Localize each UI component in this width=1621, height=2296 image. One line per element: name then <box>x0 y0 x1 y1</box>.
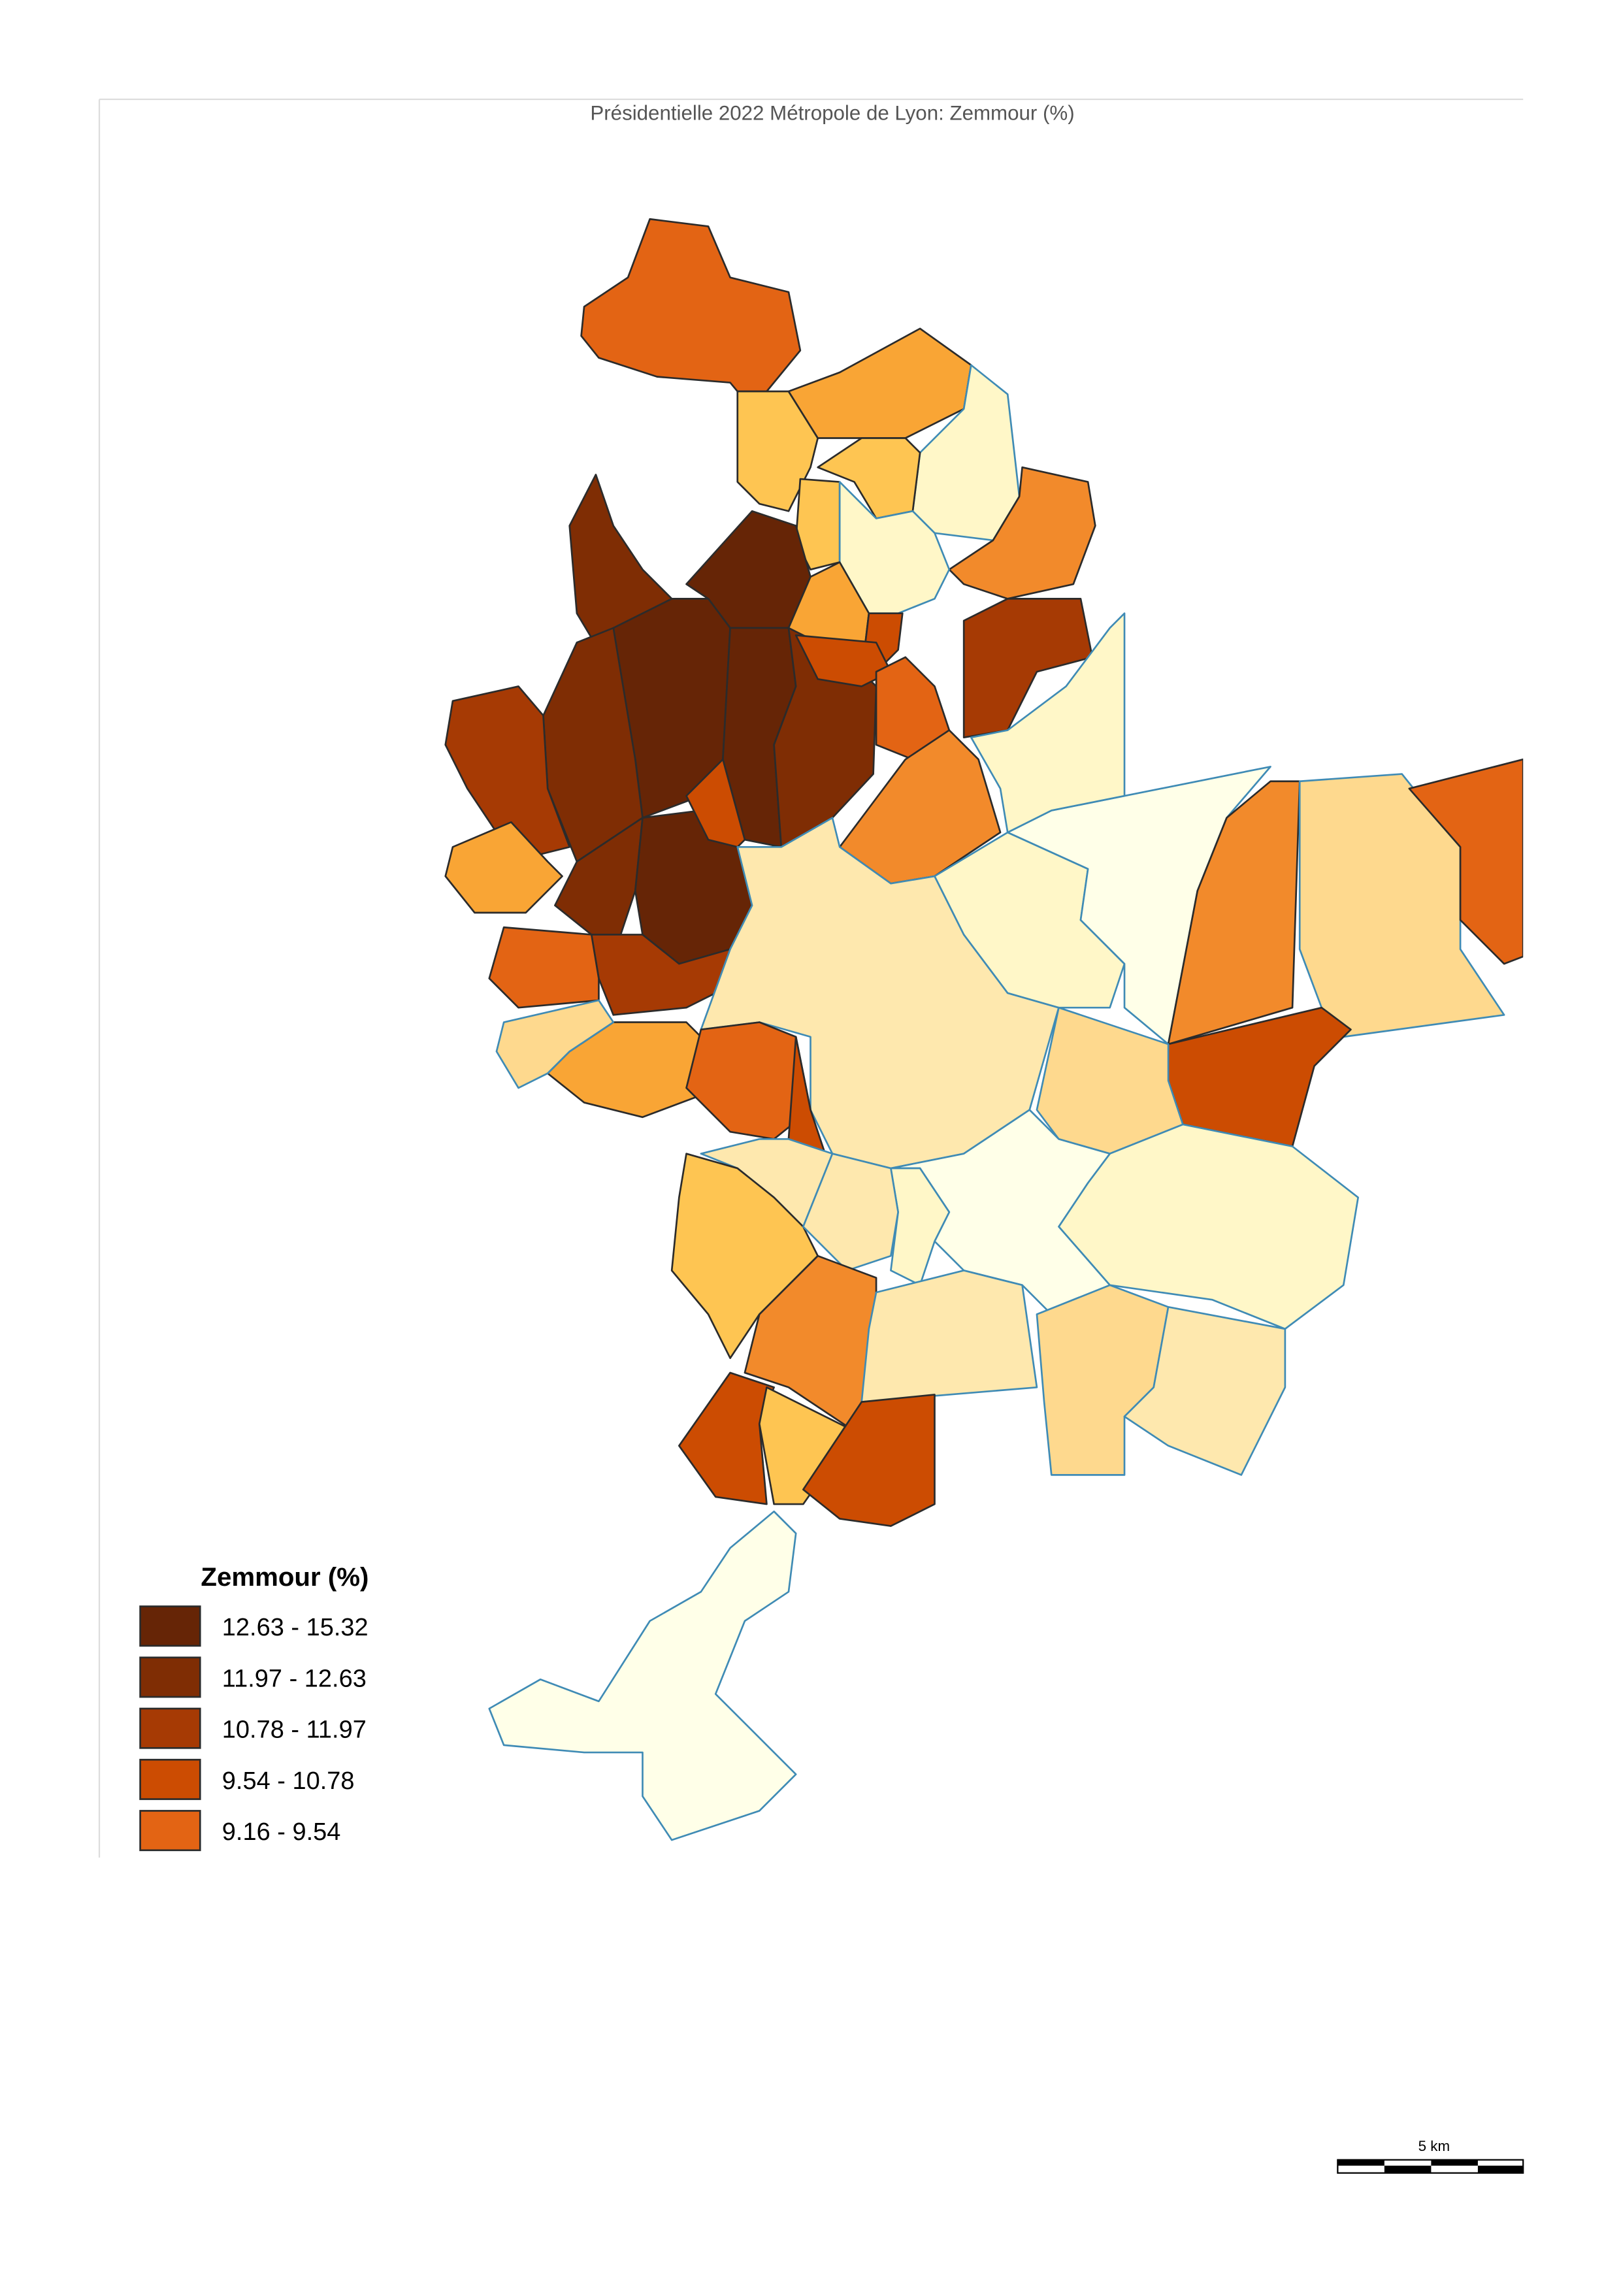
legend-swatch <box>139 1656 201 1698</box>
legend-title: Zemmour (%) <box>201 1562 368 1592</box>
commune <box>758 1386 855 1505</box>
scale-bar: 5 km <box>1337 2138 1524 2174</box>
commune <box>817 437 921 519</box>
commune <box>495 999 615 1089</box>
commune <box>444 685 571 855</box>
commune <box>580 218 802 393</box>
legend-swatch <box>139 1810 201 1852</box>
scale-bar-segment <box>1431 2159 1478 2166</box>
legend-swatch <box>139 1707 201 1749</box>
commune <box>1408 758 1524 965</box>
legend-swatch <box>139 1605 201 1647</box>
legend-label: 12.63 - 15.32 <box>222 1614 368 1641</box>
legend-swatch <box>140 2067 201 2106</box>
commune <box>787 327 972 439</box>
regions <box>444 218 1524 1841</box>
map-title: Présidentielle 2022 Métropole de Lyon: Z… <box>590 101 1074 124</box>
legend-label: 10.78 - 11.97 <box>222 1716 367 1744</box>
scale-bar-segment <box>1337 2159 1384 2166</box>
commune <box>488 926 600 1009</box>
legend-swatch <box>140 1913 201 1952</box>
commune <box>685 758 746 848</box>
scale-bar-label: 5 km <box>1418 2138 1450 2154</box>
legend-swatch <box>140 1862 201 1901</box>
commune <box>860 1270 1038 1403</box>
legend-label: 9.54 - 10.78 <box>222 1767 355 1795</box>
legend-label: 4.08 - 5.83 <box>222 2176 341 2204</box>
commune <box>1036 1284 1170 1476</box>
commune <box>948 466 1096 600</box>
commune <box>1123 1306 1286 1476</box>
legend-swatch <box>140 2169 201 2208</box>
legend-label: 11.97 - 12.63 <box>222 1665 367 1692</box>
commune <box>678 1371 775 1505</box>
legend-swatch <box>140 2118 201 2157</box>
legend-label: 8.66 - 9.16 <box>222 1869 341 1897</box>
scale-bar-segment <box>1477 2165 1524 2173</box>
legend-label: 5.83 - 7.23 <box>222 2125 341 2152</box>
legend-label: 7.23 - 7.67 <box>222 2074 341 2101</box>
legend-swatch <box>139 1758 201 1800</box>
legend-label: 9.16 - 9.54 <box>222 1818 341 1846</box>
commune <box>962 598 1094 739</box>
commune <box>802 1394 936 1527</box>
commune <box>444 821 563 914</box>
legend-label: 8.34 - 8.66 <box>222 1921 341 1948</box>
commune <box>970 612 1126 834</box>
legend: Zemmour (%) 12.63 - 15.32 11.97 - 12.63 10… <box>139 1562 368 2208</box>
legend-label: 8.02 - 8.34 <box>222 1972 341 1999</box>
scale-bar-segment <box>1384 2165 1432 2173</box>
legend-swatch <box>140 1964 201 2003</box>
commune <box>488 1510 797 1841</box>
legend-label: 7.67 - 8.02 <box>222 2023 341 2050</box>
legend-swatch <box>140 2015 201 2054</box>
